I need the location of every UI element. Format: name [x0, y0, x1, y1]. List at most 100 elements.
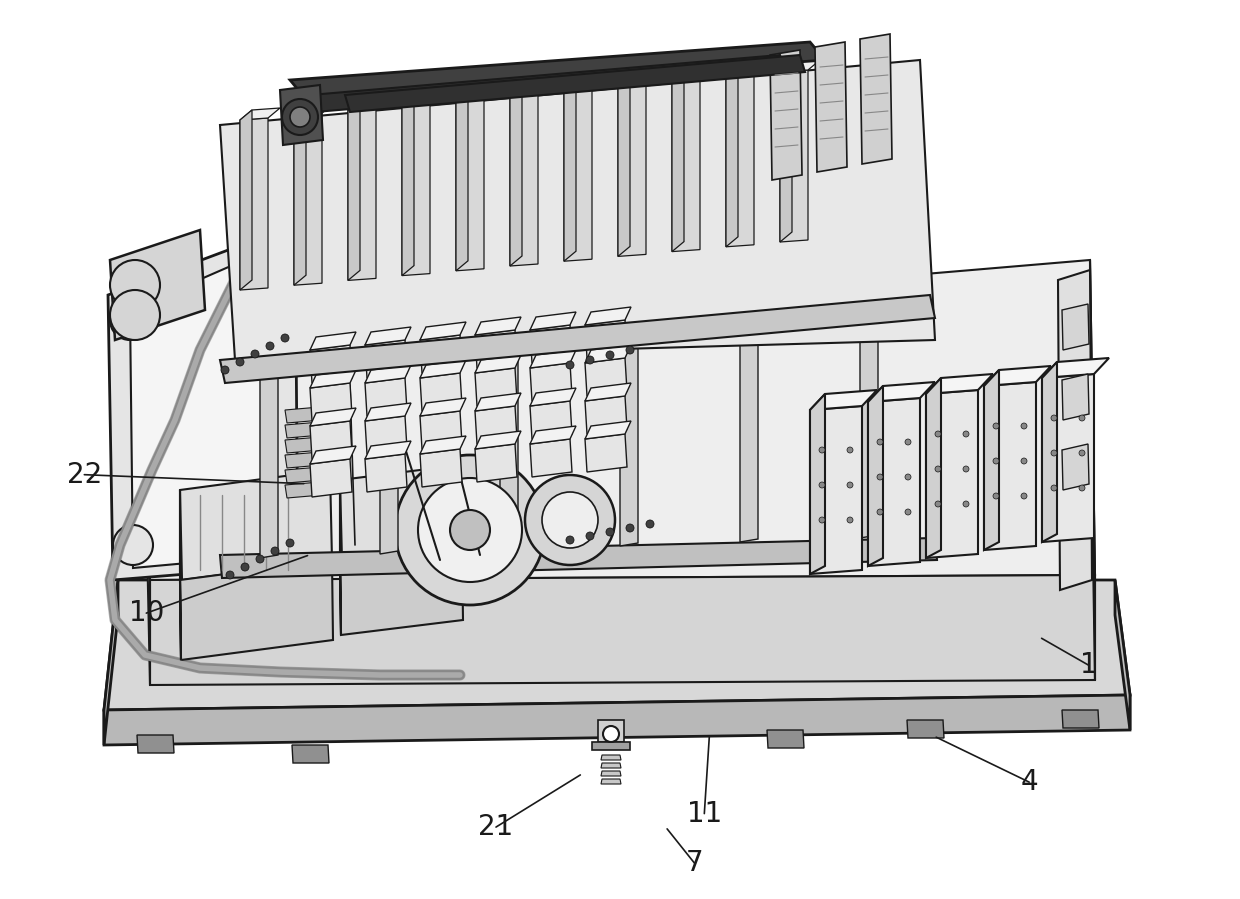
- Circle shape: [272, 547, 279, 555]
- Polygon shape: [285, 407, 322, 423]
- Polygon shape: [150, 575, 1095, 685]
- Circle shape: [250, 350, 259, 358]
- Polygon shape: [601, 779, 621, 784]
- Polygon shape: [529, 325, 572, 363]
- Polygon shape: [104, 580, 118, 745]
- Polygon shape: [585, 434, 627, 472]
- Polygon shape: [145, 340, 150, 685]
- Polygon shape: [529, 312, 577, 330]
- Polygon shape: [285, 452, 322, 468]
- Polygon shape: [906, 720, 944, 738]
- Polygon shape: [1090, 260, 1095, 680]
- Polygon shape: [868, 382, 935, 402]
- Polygon shape: [475, 406, 517, 444]
- Text: 4: 4: [1021, 768, 1038, 797]
- Polygon shape: [294, 113, 322, 285]
- Polygon shape: [926, 390, 978, 558]
- Circle shape: [110, 260, 160, 310]
- Circle shape: [418, 478, 522, 582]
- Polygon shape: [585, 320, 627, 358]
- Circle shape: [963, 501, 968, 507]
- Polygon shape: [985, 366, 1052, 386]
- Circle shape: [396, 455, 546, 605]
- Circle shape: [935, 466, 941, 472]
- Circle shape: [267, 342, 274, 350]
- Circle shape: [450, 510, 490, 550]
- Circle shape: [1021, 458, 1027, 464]
- Polygon shape: [1061, 710, 1099, 728]
- Polygon shape: [379, 344, 398, 554]
- Polygon shape: [285, 467, 322, 483]
- Polygon shape: [219, 60, 935, 360]
- Polygon shape: [475, 393, 521, 411]
- Circle shape: [290, 107, 310, 127]
- Circle shape: [257, 240, 286, 270]
- Polygon shape: [420, 436, 466, 454]
- Polygon shape: [1061, 374, 1089, 420]
- Polygon shape: [285, 437, 322, 453]
- Polygon shape: [285, 482, 322, 498]
- Polygon shape: [725, 65, 766, 76]
- Polygon shape: [180, 560, 334, 660]
- Text: 7: 7: [686, 849, 703, 877]
- Polygon shape: [475, 330, 517, 368]
- Circle shape: [241, 563, 249, 571]
- Polygon shape: [241, 108, 280, 120]
- Circle shape: [993, 423, 999, 429]
- Polygon shape: [108, 225, 298, 580]
- Polygon shape: [310, 370, 356, 388]
- Text: 1: 1: [1080, 651, 1097, 680]
- Polygon shape: [564, 79, 604, 91]
- Polygon shape: [475, 368, 517, 406]
- Circle shape: [286, 539, 294, 547]
- Circle shape: [257, 525, 286, 555]
- Circle shape: [226, 571, 234, 579]
- Polygon shape: [219, 538, 937, 578]
- Circle shape: [255, 555, 264, 563]
- Circle shape: [963, 431, 968, 437]
- Polygon shape: [1042, 374, 1094, 542]
- Polygon shape: [348, 109, 376, 280]
- Circle shape: [1052, 415, 1056, 421]
- Polygon shape: [365, 454, 407, 492]
- Polygon shape: [810, 394, 825, 574]
- Polygon shape: [456, 89, 496, 101]
- Polygon shape: [585, 358, 627, 396]
- Polygon shape: [810, 390, 877, 410]
- Circle shape: [110, 300, 150, 340]
- Polygon shape: [585, 421, 631, 439]
- Polygon shape: [585, 307, 631, 325]
- Polygon shape: [260, 352, 278, 558]
- Polygon shape: [294, 105, 306, 285]
- Circle shape: [818, 482, 825, 488]
- Polygon shape: [780, 60, 820, 72]
- Polygon shape: [585, 345, 631, 363]
- Circle shape: [935, 501, 941, 507]
- Polygon shape: [456, 99, 484, 271]
- Circle shape: [847, 447, 853, 453]
- Polygon shape: [365, 441, 410, 459]
- Polygon shape: [868, 398, 920, 566]
- Polygon shape: [310, 55, 785, 112]
- Circle shape: [877, 439, 883, 445]
- Circle shape: [565, 361, 574, 369]
- Polygon shape: [1115, 580, 1130, 730]
- Circle shape: [1079, 450, 1085, 456]
- Circle shape: [587, 532, 594, 540]
- Polygon shape: [768, 730, 804, 748]
- Circle shape: [221, 366, 229, 374]
- Polygon shape: [345, 55, 805, 112]
- Circle shape: [1021, 423, 1027, 429]
- Text: 22: 22: [67, 460, 102, 489]
- Polygon shape: [770, 50, 802, 180]
- Polygon shape: [104, 695, 1130, 745]
- Polygon shape: [672, 69, 712, 82]
- Polygon shape: [110, 230, 205, 340]
- Polygon shape: [420, 360, 466, 378]
- Polygon shape: [564, 81, 577, 262]
- Circle shape: [1021, 493, 1027, 499]
- Circle shape: [1052, 485, 1056, 491]
- Polygon shape: [420, 335, 463, 373]
- Polygon shape: [475, 355, 521, 373]
- Polygon shape: [985, 382, 1035, 550]
